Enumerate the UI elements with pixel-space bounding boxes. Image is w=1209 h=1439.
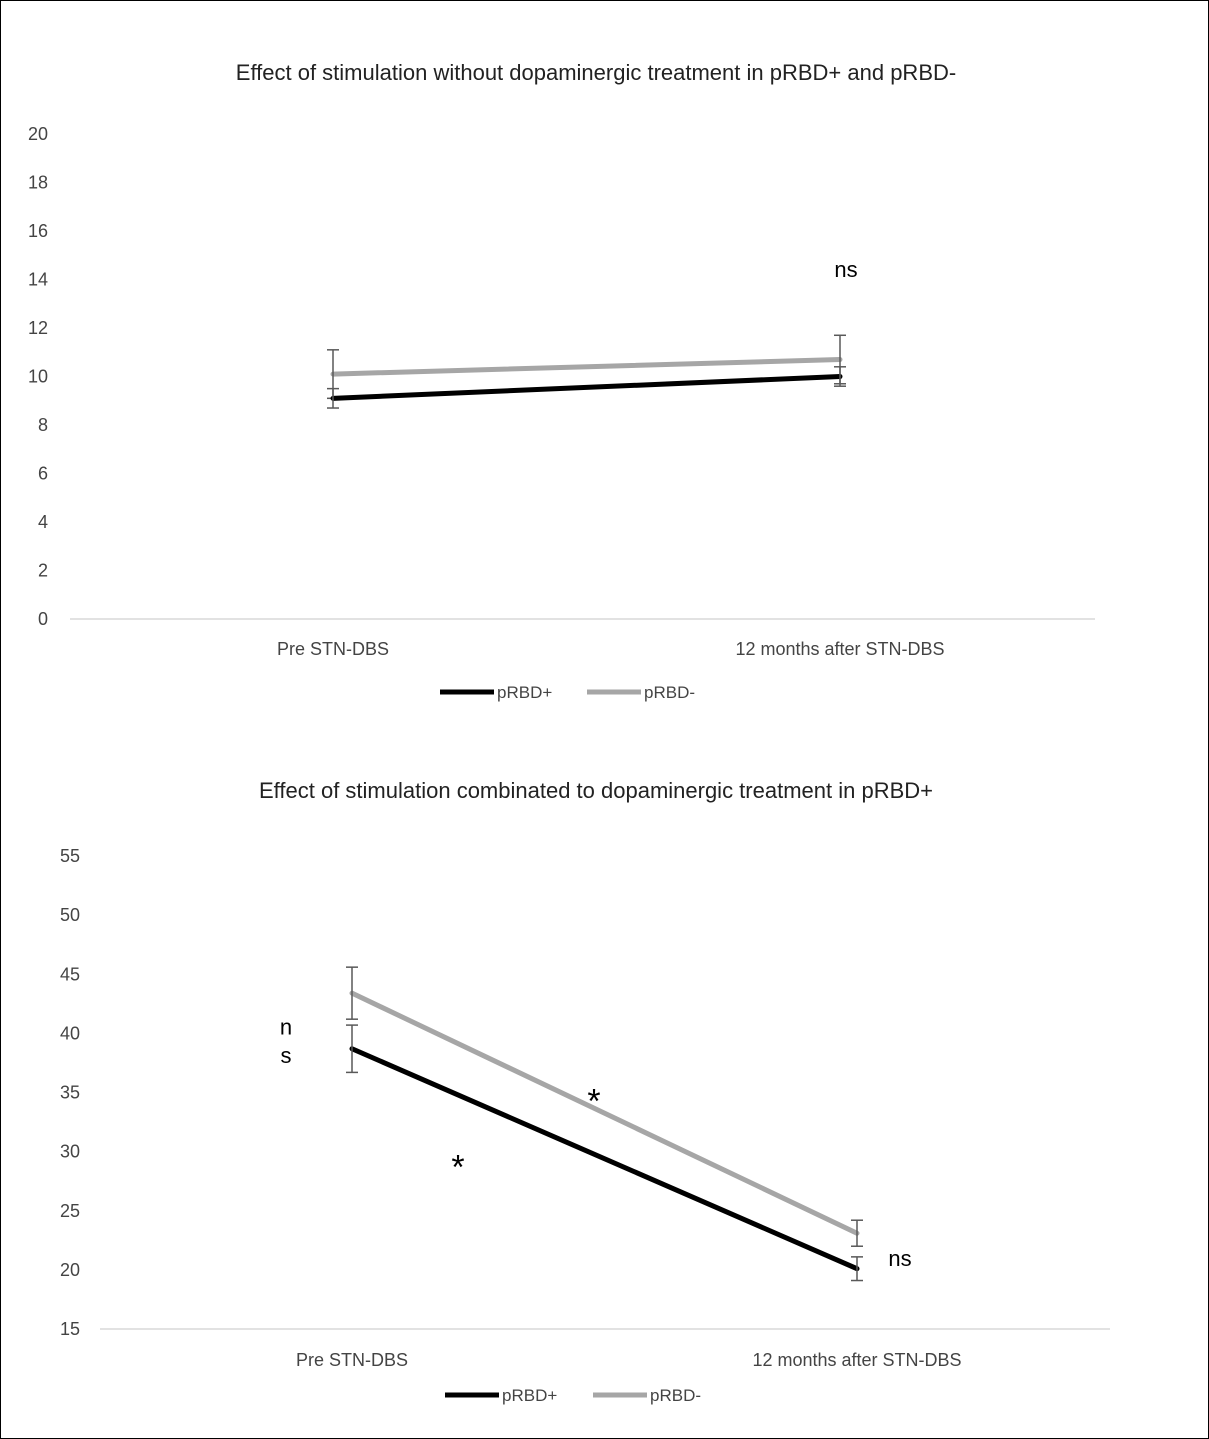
series-line-pRBD+: [330, 374, 843, 401]
significance-label: s: [281, 1043, 292, 1068]
significance-label: ns: [834, 257, 857, 282]
y-tick-label: 45: [60, 964, 80, 984]
y-tick-label: 55: [60, 846, 80, 866]
y-tick-label: 6: [38, 464, 48, 484]
y-tick-label: 50: [60, 905, 80, 925]
error-bar: [834, 366, 846, 387]
y-tick-label: 12: [28, 318, 48, 338]
y-tick-label: 20: [28, 124, 48, 144]
significance-star: *: [587, 1082, 600, 1120]
series-line-pRBD+: [349, 1046, 860, 1272]
significance-label: ns: [888, 1246, 911, 1271]
series-line-pRBD-: [349, 990, 860, 1236]
chart-title: Effect of stimulation without dopaminerg…: [236, 60, 956, 85]
y-tick-label: 25: [60, 1201, 80, 1221]
chart-bottom: Effect of stimulation combinated to dopa…: [60, 778, 1110, 1405]
y-tick-label: 8: [38, 415, 48, 435]
error-bar: [346, 1024, 358, 1074]
error-bar: [346, 966, 358, 1020]
chart-top: Effect of stimulation without dopaminerg…: [28, 60, 1095, 702]
legend-label: pRBD-: [650, 1386, 701, 1405]
y-tick-label: 16: [28, 221, 48, 241]
y-tick-label: 40: [60, 1023, 80, 1043]
y-tick-label: 0: [38, 609, 48, 629]
error-bar: [851, 1256, 863, 1282]
y-tick-label: 15: [60, 1319, 80, 1339]
y-tick-label: 35: [60, 1083, 80, 1103]
series-line-pRBD-: [330, 357, 843, 377]
significance-star: *: [451, 1149, 464, 1187]
y-tick-label: 4: [38, 512, 48, 532]
error-bar: [327, 387, 339, 409]
significance-label: n: [280, 1014, 292, 1039]
chart-title: Effect of stimulation combinated to dopa…: [259, 778, 933, 803]
x-tick-label: 12 months after STN-DBS: [752, 1350, 961, 1370]
y-tick-label: 18: [28, 173, 48, 193]
y-tick-label: 2: [38, 561, 48, 581]
y-tick-label: 14: [28, 270, 48, 290]
x-tick-label: Pre STN-DBS: [277, 639, 389, 659]
error-bar: [851, 1219, 863, 1247]
y-tick-label: 10: [28, 367, 48, 387]
legend-label: pRBD+: [502, 1386, 557, 1405]
y-tick-label: 30: [60, 1142, 80, 1162]
y-tick-label: 20: [60, 1260, 80, 1280]
x-tick-label: 12 months after STN-DBS: [735, 639, 944, 659]
legend-label: pRBD-: [644, 683, 695, 702]
x-tick-label: Pre STN-DBS: [296, 1350, 408, 1370]
legend-label: pRBD+: [497, 683, 552, 702]
